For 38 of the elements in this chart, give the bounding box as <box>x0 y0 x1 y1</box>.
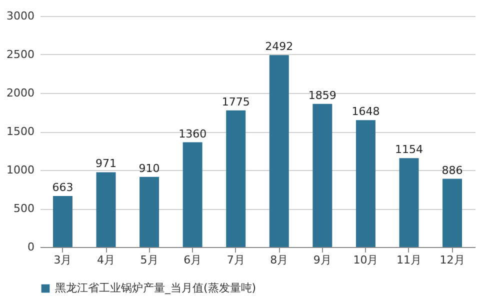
x-tick-label: 12月 <box>440 254 465 266</box>
bar <box>52 196 72 247</box>
data-label: 886 <box>442 164 463 177</box>
bar <box>182 142 202 247</box>
y-tick-label: 2500 <box>6 48 34 61</box>
bar <box>96 172 116 247</box>
y-tick-label: 500 <box>14 202 34 215</box>
x-tick-label: 5月 <box>140 254 158 266</box>
bar <box>226 110 246 247</box>
y-tick-label: 1500 <box>6 125 34 138</box>
x-tick-label: 7月 <box>226 254 245 266</box>
data-label: 1154 <box>394 143 423 156</box>
x-tick-label: 11月 <box>396 254 422 266</box>
x-tick-label: 9月 <box>313 254 332 266</box>
data-label: 910 <box>138 162 160 175</box>
bar <box>399 158 419 247</box>
data-label: 1859 <box>308 88 336 102</box>
data-label: 971 <box>96 157 117 170</box>
x-tick-label: 6月 <box>184 254 202 266</box>
y-tick-label: 1000 <box>6 164 34 176</box>
x-tick-label: 4月 <box>97 254 116 266</box>
bar <box>356 120 376 247</box>
x-tick-label: 10月 <box>353 254 378 266</box>
bar <box>312 104 332 247</box>
data-label: 663 <box>52 180 74 194</box>
data-label: 1648 <box>352 105 380 118</box>
y-tick-label: 3000 <box>6 10 34 22</box>
y-tick-label: 0 <box>28 240 34 254</box>
x-tick-label: 3月 <box>54 254 72 266</box>
legend-label: 黑龙江省工业锅炉产量_当月值(蒸发量吨) <box>55 282 256 294</box>
data-label: 1360 <box>178 127 207 140</box>
x-tick-label: 8月 <box>270 254 288 266</box>
data-label: 2492 <box>265 40 294 54</box>
bar <box>269 55 289 247</box>
data-label: 1775 <box>222 95 250 108</box>
y-tick-label: 2000 <box>6 86 34 100</box>
bar <box>140 176 160 247</box>
bar <box>442 178 462 247</box>
